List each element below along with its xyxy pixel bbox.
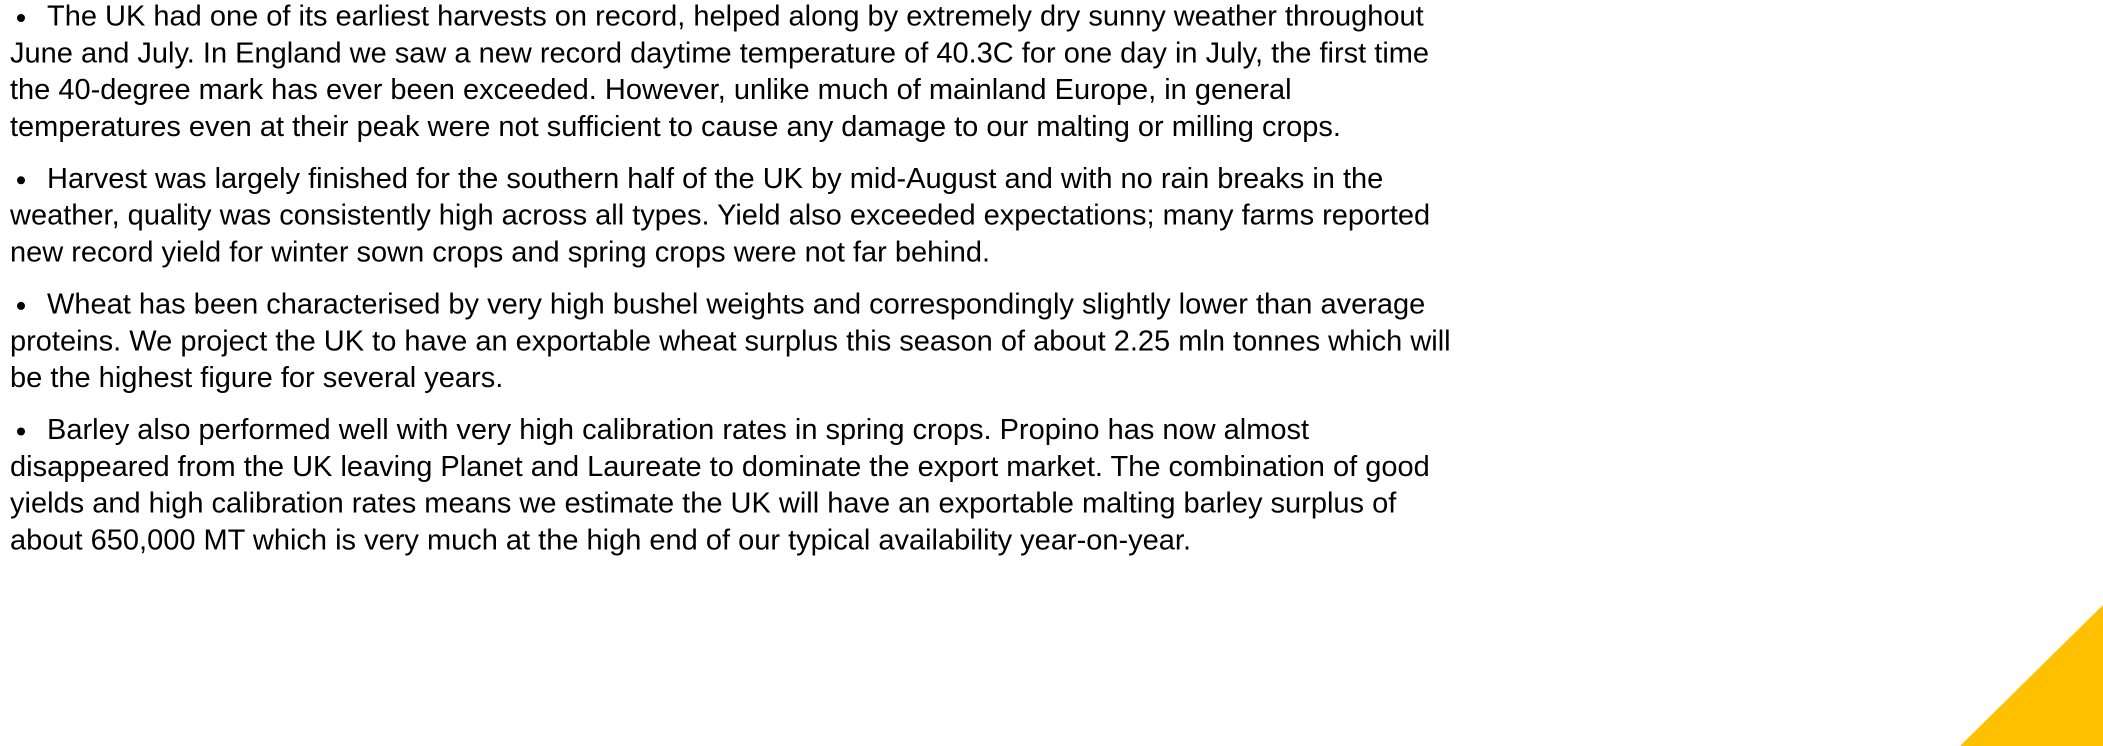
- bullet: [17, 301, 25, 310]
- bullet: [17, 427, 25, 436]
- paragraph-line: new record yield for winter sown crops a…: [10, 236, 990, 268]
- bullet: [17, 176, 25, 185]
- paragraph-line: disappeared from the UK leaving Planet a…: [10, 451, 1430, 483]
- paragraph-line: Barley also performed well with very hig…: [47, 414, 1309, 446]
- paragraph-line: the 40-degree mark has ever been exceede…: [10, 74, 1292, 106]
- paragraph-line: Harvest was largely finished for the sou…: [47, 163, 1383, 195]
- paragraph-line: about 650,000 MT which is very much at t…: [10, 524, 1191, 556]
- paragraph-line: Wheat has been characterised by very hig…: [47, 289, 1425, 321]
- paragraph-line: temperatures even at their peak were not…: [10, 111, 1341, 143]
- paragraph-line: weather, quality was consistently high a…: [9, 200, 1430, 232]
- paragraph-line: proteins. We project the UK to have an e…: [10, 325, 1451, 357]
- corner-triangle: [1960, 605, 2103, 746]
- paragraph-line: June and July. In England we saw a new r…: [10, 37, 1429, 69]
- bullet: [17, 14, 25, 22]
- paragraph-line: be the highest figure for several years.: [10, 362, 503, 394]
- paragraph-line: yields and high calibration rates means …: [10, 488, 1397, 520]
- paragraph-line: The UK had one of its earliest harvests …: [47, 1, 1424, 33]
